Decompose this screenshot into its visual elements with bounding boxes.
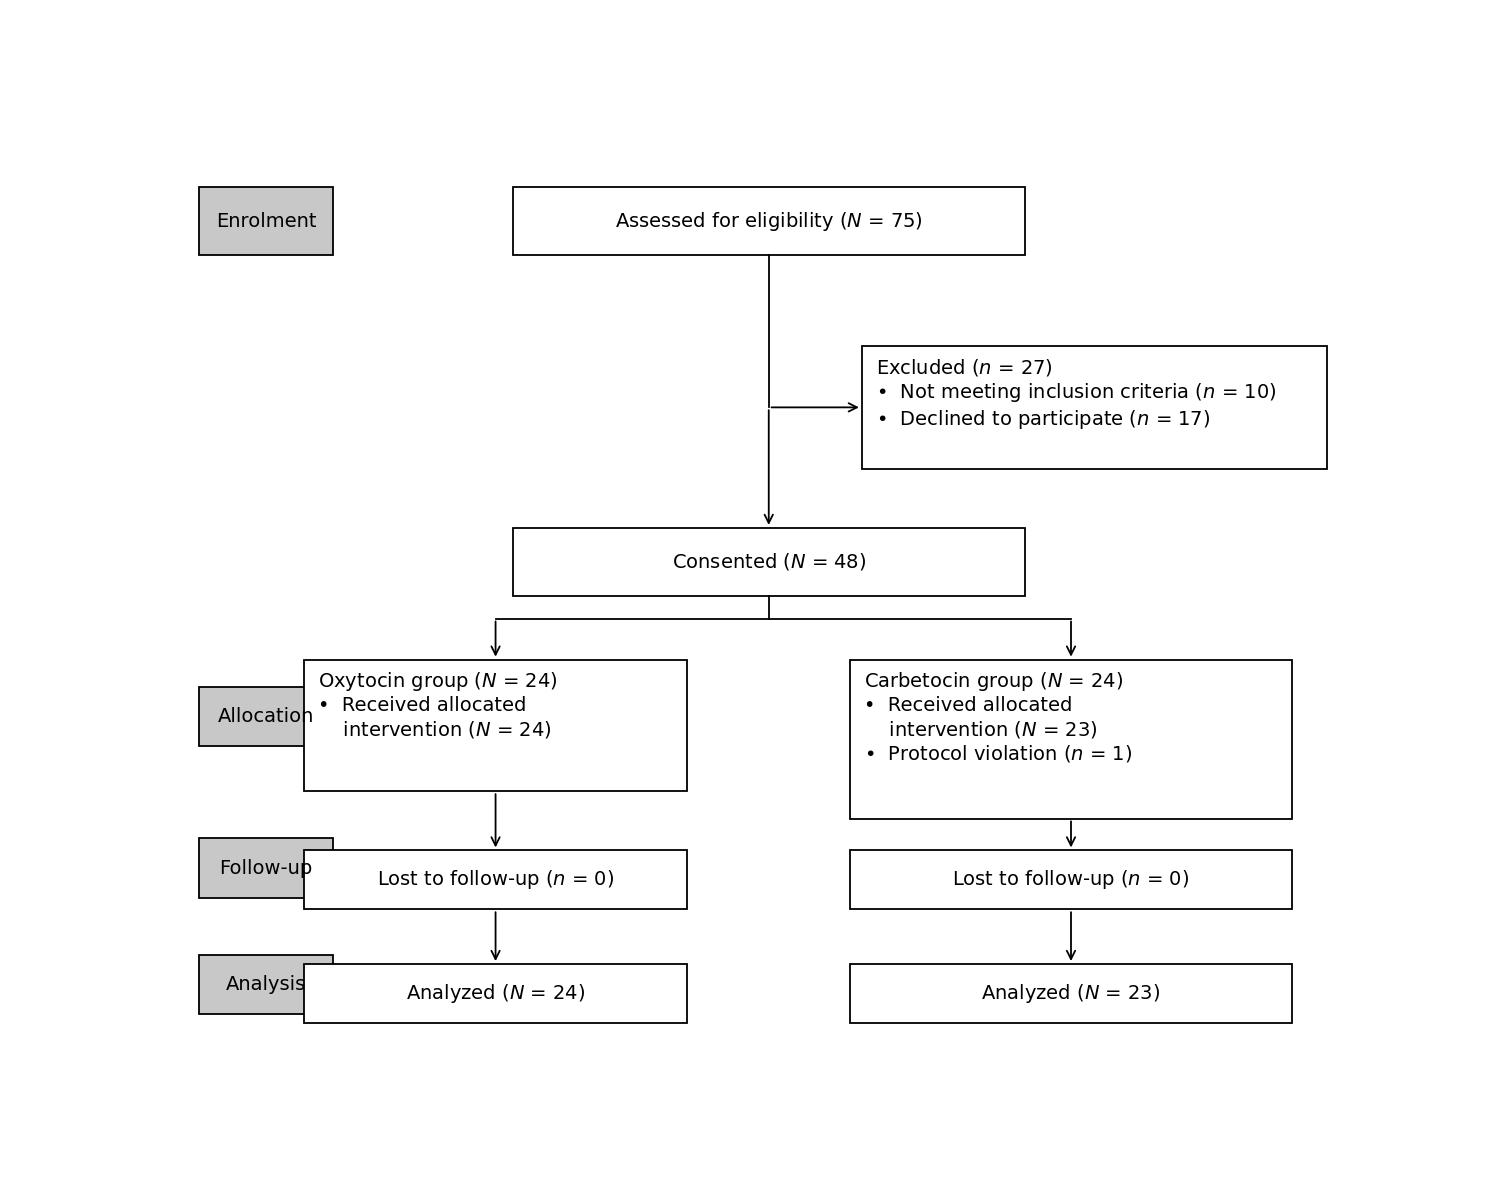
Bar [200,687,333,746]
Bar [200,955,333,1014]
Text: Assessed for eligibility ($N$ = 75): Assessed for eligibility ($N$ = 75) [615,210,922,232]
Text: Follow-up: Follow-up [219,859,312,878]
Bar [200,839,333,898]
Bar [303,964,687,1023]
Text: Consented ($N$ = 48): Consented ($N$ = 48) [672,551,865,572]
Bar [850,660,1292,819]
Text: Lost to follow-up ($n$ = 0): Lost to follow-up ($n$ = 0) [952,868,1190,891]
Text: Enrolment: Enrolment [216,211,316,230]
Bar [850,964,1292,1023]
Text: Analyzed ($N$ = 23): Analyzed ($N$ = 23) [981,982,1161,1005]
Bar [861,346,1326,468]
Text: Carbetocin group ($N$ = 24)
•  Received allocated
    intervention ($N$ = 23)
• : Carbetocin group ($N$ = 24) • Received a… [864,670,1132,763]
Text: Allocation: Allocation [217,707,314,726]
Text: Lost to follow-up ($n$ = 0): Lost to follow-up ($n$ = 0) [376,868,614,891]
Bar [200,186,333,255]
Bar [303,851,687,910]
Bar [303,660,687,792]
Text: Excluded ($n$ = 27)
•  Not meeting inclusion criteria ($n$ = 10)
•  Declined to : Excluded ($n$ = 27) • Not meeting inclus… [876,356,1276,431]
Bar [513,186,1024,255]
Text: Oxytocin group ($N$ = 24)
•  Received allocated
    intervention ($N$ = 24): Oxytocin group ($N$ = 24) • Received all… [318,670,558,740]
Bar [850,851,1292,910]
Text: Analysis: Analysis [226,975,306,994]
Bar [513,527,1024,596]
Text: Analyzed ($N$ = 24): Analyzed ($N$ = 24) [406,982,585,1005]
